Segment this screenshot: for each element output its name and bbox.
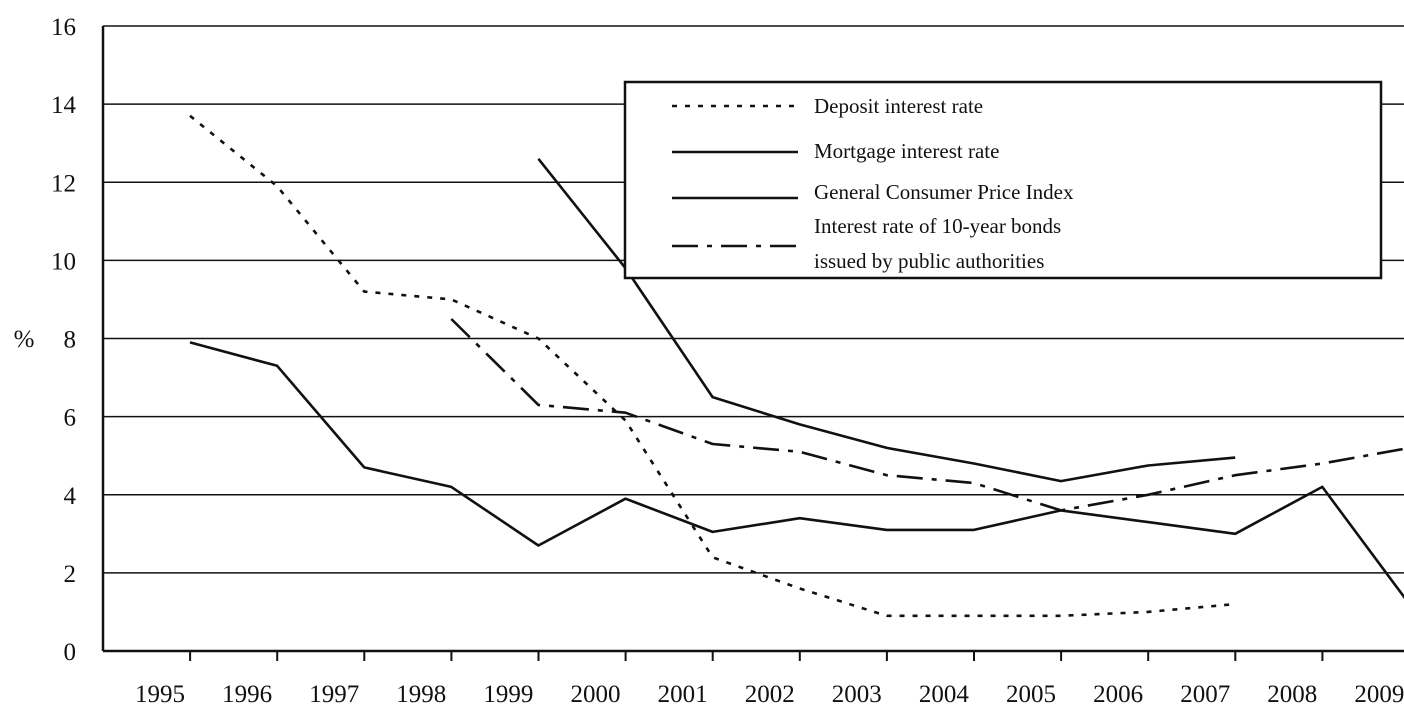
y-tick-label: 14 (51, 92, 77, 119)
x-tick-label: 2007 (1180, 681, 1230, 708)
x-tick-label: 2006 (1093, 681, 1143, 708)
x-tick-label: 2009 (1354, 681, 1404, 708)
y-tick-label: 4 (64, 483, 77, 510)
y-tick-label: 2 (64, 561, 77, 588)
x-tick-label: 1997 (309, 681, 359, 708)
legend-label-4: Interest rate of 10-year bonds issued by … (814, 214, 1061, 273)
series-line-4 (450, 318, 1404, 512)
x-tick-label: 1996 (222, 681, 272, 708)
x-tick-label: 1995 (135, 681, 185, 708)
x-tick-labels: 1995 1996 1997 1998 1999 2000 2001 2002 2003 2004… (135, 651, 1404, 708)
legend-label-3: General Consumer Price Index (814, 180, 1074, 204)
y-tick-label: 0 (64, 639, 77, 666)
axes (101, 26, 1404, 653)
x-tick-label: 2004 (919, 681, 970, 708)
legend-label-1: Deposit interest rate (814, 94, 983, 118)
x-tick-label: 2001 (658, 681, 708, 708)
y-axis-label: % (14, 326, 35, 353)
x-tick-label: 2003 (832, 681, 882, 708)
y-tick-label: 12 (51, 170, 76, 197)
x-tick-label: 2005 (1006, 681, 1056, 708)
legend-items: Deposit interest rate Mortgage interest r… (672, 94, 1074, 273)
x-tick-label: 2000 (571, 681, 621, 708)
x-tick-label: 1999 (483, 681, 533, 708)
legend-box (623, 80, 1383, 280)
y-tick-labels: 0 2 4 6 8 10 12 14 16 (51, 14, 77, 666)
x-tick-label: 2008 (1267, 681, 1317, 708)
legend-label-2: Mortgage interest rate (814, 139, 999, 163)
x-tick-label: 1998 (396, 681, 446, 708)
y-tick-label: 16 (51, 14, 76, 41)
y-tick-label: 10 (51, 248, 76, 275)
y-tick-label: 8 (64, 327, 77, 354)
series-line-2 (537, 157, 1236, 483)
series-lines (189, 114, 1404, 618)
series-line-1 (189, 114, 1236, 618)
legend: Deposit interest rate Mortgage interest r… (623, 80, 1383, 280)
series-line-3 (189, 341, 1404, 600)
y-tick-label: 6 (64, 405, 77, 432)
x-tick-label: 2002 (745, 681, 795, 708)
